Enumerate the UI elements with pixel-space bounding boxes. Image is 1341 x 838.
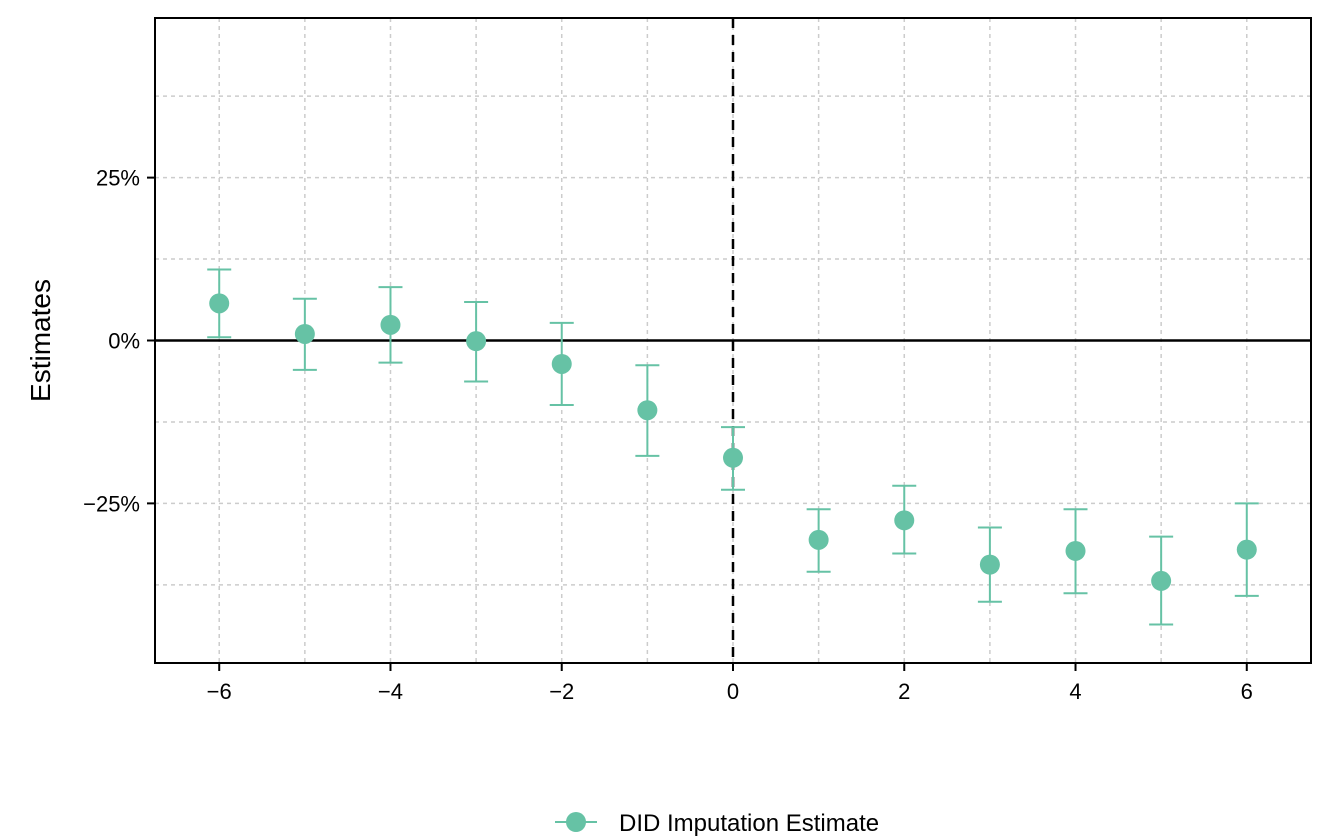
axis-ticks: −6 −4 −2 0 2 4 6 25% 0% −25% — [83, 166, 1253, 704]
data-point — [979, 554, 1000, 575]
x-tick-label: −6 — [207, 679, 232, 704]
data-point — [637, 400, 658, 421]
legend: DID Imputation Estimate — [555, 810, 879, 837]
x-tick-label: −4 — [378, 679, 403, 704]
data-point — [723, 447, 743, 468]
reference-lines — [155, 18, 1311, 663]
y-axis-title: Estimates — [25, 279, 56, 402]
data-point — [1065, 540, 1086, 561]
data-series — [207, 268, 1259, 626]
y-tick-label: 25% — [96, 166, 140, 191]
x-tick-label: 0 — [727, 679, 739, 704]
y-tick-label: −25% — [83, 491, 140, 516]
data-point — [1236, 539, 1257, 560]
data-point — [808, 529, 829, 550]
legend-marker — [566, 812, 586, 832]
data-point — [380, 314, 401, 335]
data-point — [551, 353, 572, 374]
data-point — [466, 331, 487, 352]
x-tick-label: −2 — [549, 679, 574, 704]
data-point — [294, 323, 315, 344]
data-point — [894, 510, 915, 531]
y-tick-label: 0% — [108, 329, 140, 354]
legend-label-did-imputation-estimate: DID Imputation Estimate — [619, 810, 879, 837]
data-point — [209, 293, 230, 314]
x-tick-label: 6 — [1241, 679, 1253, 704]
x-tick-label: 2 — [898, 679, 910, 704]
data-point — [1151, 570, 1172, 591]
x-tick-label: 4 — [1069, 679, 1081, 704]
